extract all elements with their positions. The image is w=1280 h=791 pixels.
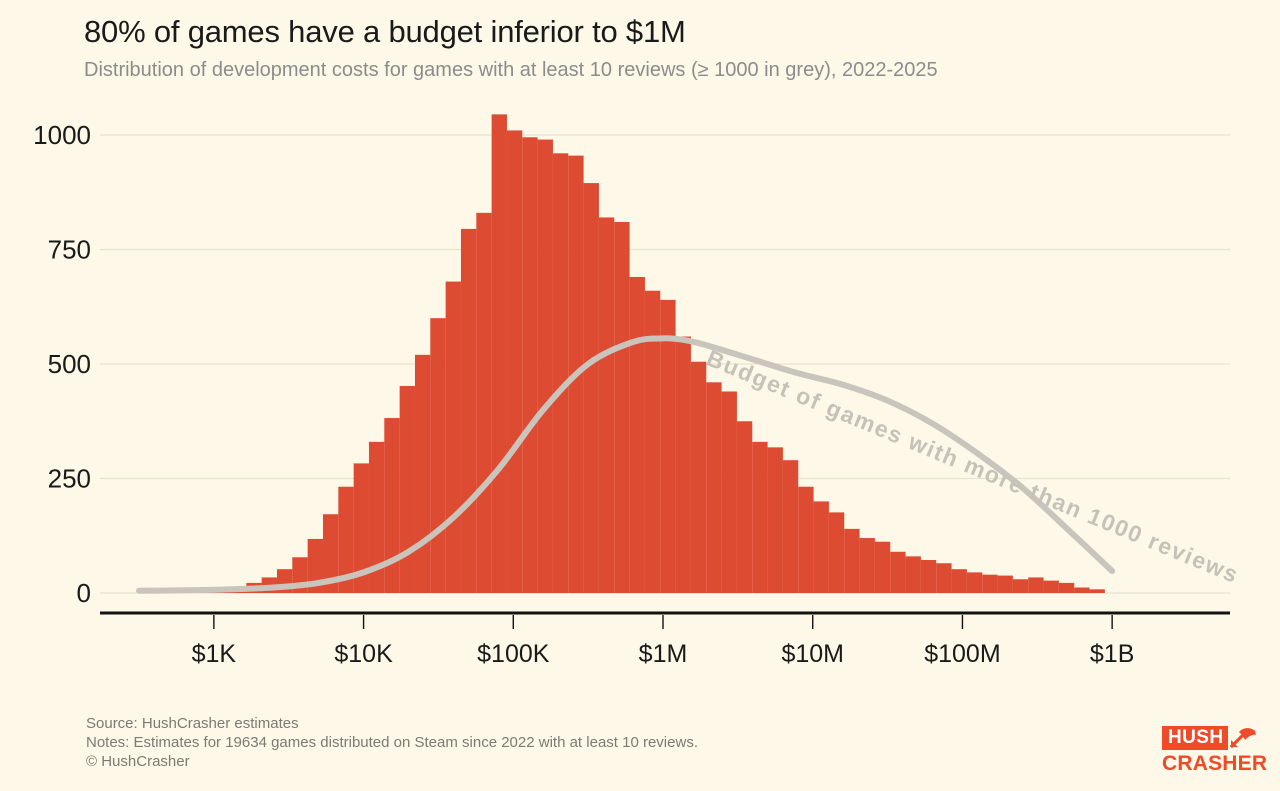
histogram-bar — [522, 137, 538, 594]
histogram-bar — [936, 563, 952, 593]
histogram-bar — [1058, 582, 1075, 593]
histogram-bar — [752, 441, 768, 593]
x-axis-tick-label: $1B — [1090, 640, 1134, 668]
histogram-bar — [1028, 577, 1044, 593]
chart-footer: Source: HushCrasher estimates Notes: Est… — [86, 714, 886, 771]
histogram-bar — [338, 486, 354, 593]
histogram-bar — [384, 418, 400, 593]
histogram-bar — [706, 382, 722, 593]
x-axis-labels: $1K $10K $100K $1M $10M $100M $1B — [192, 640, 1135, 668]
y-axis-labels: 0 250 500 750 1000 — [33, 120, 91, 608]
brand-logo: HUSH CRASHER — [1162, 726, 1268, 778]
histogram-bar — [614, 222, 630, 593]
histogram-bar — [644, 290, 661, 593]
histogram-bar — [844, 528, 860, 593]
histogram-bars — [139, 114, 1105, 594]
histogram-bar — [1089, 589, 1105, 593]
chart-header: 80% of games have a budget inferior to $… — [84, 12, 1234, 85]
histogram-bar — [430, 318, 446, 593]
histogram-bar — [828, 512, 845, 593]
chart-subtitle: Distribution of development costs for ga… — [84, 59, 938, 81]
histogram-bar — [890, 551, 906, 593]
histogram-bar — [951, 569, 967, 593]
histogram-bar — [690, 361, 707, 593]
x-axis-tick-label: $1M — [639, 640, 688, 668]
histogram-bar — [1043, 580, 1059, 593]
histogram-bar — [322, 514, 339, 593]
x-axis-tick-label: $10K — [334, 640, 393, 668]
x-axis-tick-label: $100K — [477, 640, 550, 668]
histogram-bar — [660, 299, 676, 593]
histogram-bar — [399, 385, 415, 593]
histogram-bar — [445, 281, 461, 593]
y-axis-tick-label: 750 — [48, 235, 91, 265]
histogram-bar — [874, 541, 891, 593]
x-axis-tick-label: $1K — [192, 640, 237, 668]
logo-top-row: HUSH — [1162, 726, 1266, 750]
histogram-bar — [353, 463, 369, 593]
histogram-bar — [368, 441, 385, 593]
histogram-bar — [598, 217, 615, 593]
y-axis-tick-label: 0 — [77, 578, 91, 608]
histogram-bar — [491, 114, 507, 593]
reference-line-1000-reviews — [136, 335, 1116, 594]
x-axis-ticks — [213, 615, 1113, 629]
histogram-bar — [982, 574, 998, 593]
logo-hush-text: HUSH — [1162, 726, 1229, 750]
histogram-bar — [782, 460, 799, 593]
histogram-bar — [537, 139, 553, 593]
page-title: 80% of games have a budget inferior to $… — [84, 14, 686, 49]
histogram-bar — [721, 391, 737, 593]
histogram-bar — [675, 336, 691, 593]
y-axis-tick-label: 500 — [48, 349, 91, 379]
logo-crasher-text: CRASHER — [1162, 752, 1268, 775]
histogram-bar — [1074, 587, 1090, 593]
histogram-bar — [920, 560, 937, 593]
histogram-bar — [476, 212, 492, 594]
histogram-bar — [767, 447, 783, 593]
y-axis-tick-label: 1000 — [33, 120, 91, 150]
histogram-bar — [1012, 579, 1029, 593]
histogram-bar — [905, 556, 921, 593]
histogram-bar — [414, 354, 431, 593]
histogram-bar — [798, 486, 814, 593]
footer-notes: Notes: Estimates for 19634 games distrib… — [86, 734, 698, 751]
histogram-bar — [966, 572, 983, 593]
histogram-bar — [736, 421, 753, 593]
footer-copyright: © HushCrasher — [86, 753, 190, 770]
footer-source: Source: HushCrasher estimates — [86, 715, 299, 732]
histogram-bar — [859, 538, 875, 593]
histogram-bar — [997, 575, 1013, 593]
histogram-bar — [506, 130, 523, 594]
x-axis-tick-label: $100M — [924, 640, 1000, 668]
pickaxe-icon — [1229, 726, 1257, 750]
histogram-bar — [307, 538, 323, 593]
histogram-bar — [460, 228, 477, 593]
x-axis-tick-label: $10M — [781, 640, 844, 668]
histogram-bar — [813, 501, 829, 593]
y-axis-tick-label: 250 — [48, 464, 91, 494]
histogram-bar — [629, 276, 645, 593]
histogram-bar — [583, 183, 599, 593]
histogram-bar — [552, 153, 569, 593]
